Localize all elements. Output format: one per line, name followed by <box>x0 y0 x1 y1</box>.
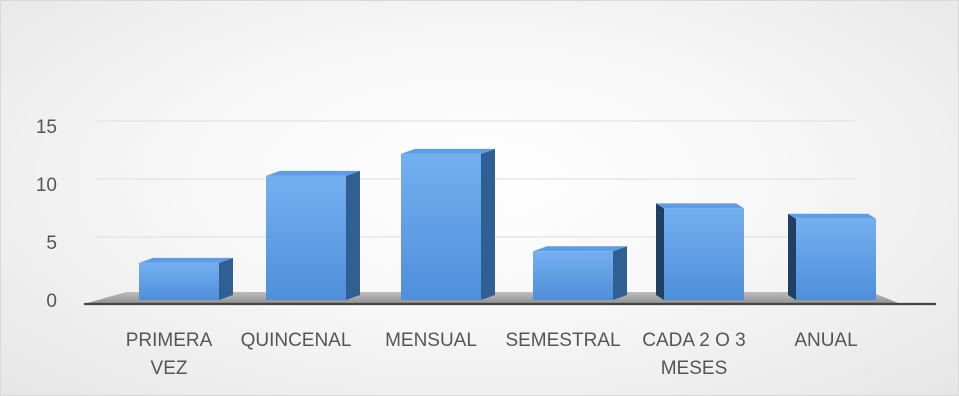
x-axis-category-labels: PRIMERA VEZ QUINCENAL MENSUAL SEMESTRAL CADA … <box>126 330 858 379</box>
bar-side-face <box>346 170 360 300</box>
bar-4 <box>656 203 744 300</box>
category-label: SEMESTRAL <box>505 330 620 351</box>
bar-side-face <box>219 257 233 300</box>
category-label: CADA 2 O 3 <box>642 330 746 351</box>
bar-top-face <box>266 170 360 176</box>
bar-front-face <box>266 175 346 300</box>
y-tick-label: 0 <box>46 291 57 312</box>
bar-front-face <box>139 262 219 300</box>
bar-1 <box>266 170 360 300</box>
bar-0 <box>139 257 233 300</box>
bar-top-face <box>139 257 233 263</box>
bar-front-face <box>796 218 876 300</box>
bar-5 <box>788 213 876 300</box>
y-axis-tick-labels: 0 5 10 15 <box>36 117 57 312</box>
bar-front-face <box>533 251 613 300</box>
bar-side-face <box>613 246 627 300</box>
category-label: MENSUAL <box>385 330 477 351</box>
bar-top-face <box>533 246 627 252</box>
bar-top-face <box>788 213 876 219</box>
y-tick-label: 5 <box>46 233 57 254</box>
bar-top-face <box>656 203 744 209</box>
bar-top-face <box>401 148 495 154</box>
bar-front-face <box>401 153 481 300</box>
category-label: MESES <box>661 358 728 379</box>
bars <box>139 148 876 300</box>
category-label: ANUAL <box>794 330 857 351</box>
category-label: PRIMERA <box>126 330 213 351</box>
bar-side-face <box>481 148 495 300</box>
bar-front-face <box>664 208 744 300</box>
y-tick-label: 15 <box>36 117 57 138</box>
bar-2 <box>401 148 495 300</box>
category-label: QUINCENAL <box>241 330 352 351</box>
bar-3 <box>533 246 627 300</box>
bar-side-face <box>788 213 796 300</box>
category-label: VEZ <box>151 358 188 379</box>
y-tick-label: 10 <box>36 175 57 196</box>
bar-side-face <box>656 203 664 300</box>
